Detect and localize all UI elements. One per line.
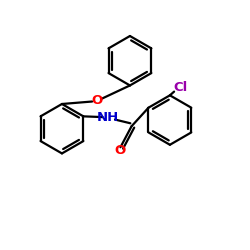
- Text: O: O: [91, 94, 102, 107]
- Text: NH: NH: [97, 111, 119, 124]
- Text: O: O: [115, 144, 126, 158]
- Text: Cl: Cl: [174, 82, 188, 94]
